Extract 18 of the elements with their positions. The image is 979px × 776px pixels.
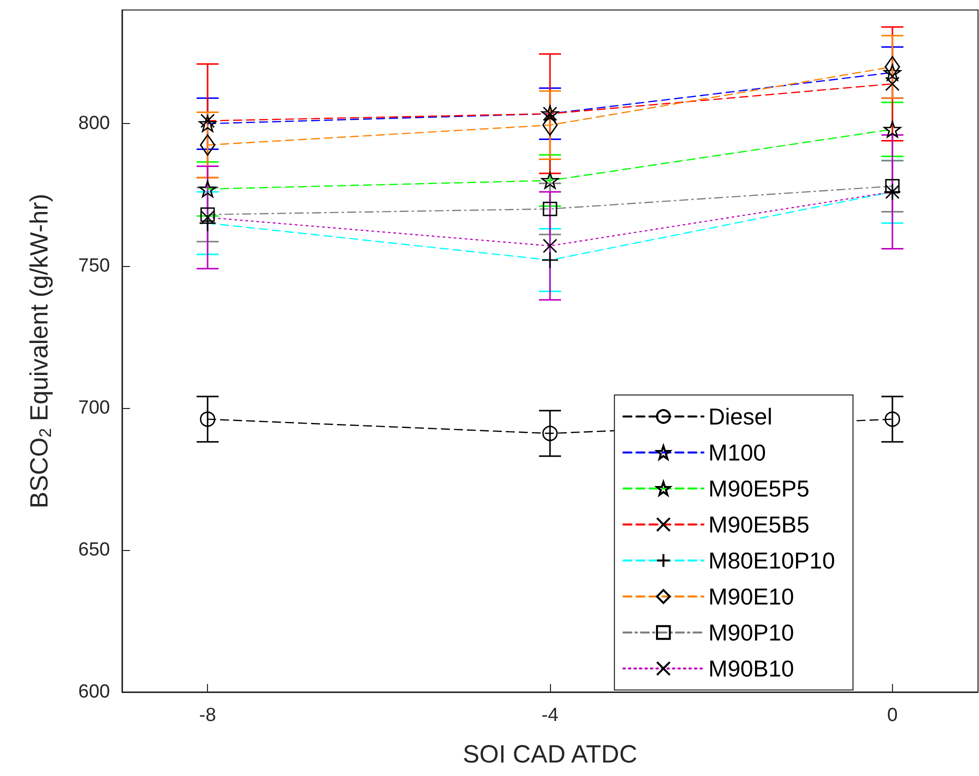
legend-label: M100 <box>708 440 766 466</box>
y-tick-label: 600 <box>78 682 110 702</box>
x-tick-label: 0 <box>887 705 898 726</box>
y-tick-label: 750 <box>78 255 110 276</box>
legend-label: M90P10 <box>708 620 794 646</box>
legend-label: M90E5P5 <box>708 476 810 502</box>
legend-label: M90E10 <box>708 584 794 610</box>
legend-label: M90E5B5 <box>708 512 810 538</box>
x-tick-label: -8 <box>199 705 216 726</box>
y-tick-label: 800 <box>78 113 110 134</box>
y-tick-label: 650 <box>78 539 110 560</box>
legend-label: Diesel <box>708 404 772 430</box>
legend-label: M90B10 <box>708 656 794 682</box>
legend-label: M80E10P10 <box>708 548 836 574</box>
y-tick-label: 700 <box>78 397 110 418</box>
y-axis-title: BSCO2 Equivalent (g/kW-hr) <box>26 194 55 508</box>
x-tick-label: -4 <box>542 705 559 726</box>
x-axis-title: SOI CAD ATDC <box>462 740 638 768</box>
